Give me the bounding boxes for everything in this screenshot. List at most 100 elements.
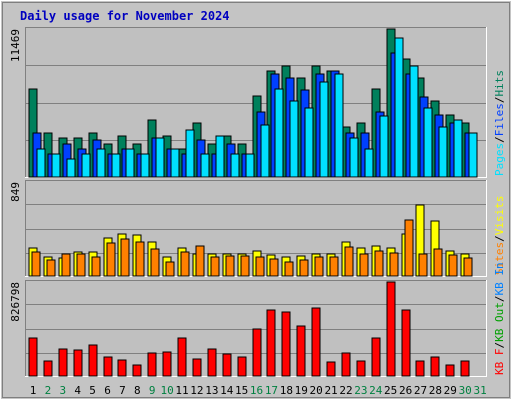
chart-panels: 11469Pages/Files/Hits849Sites/Visits8267… [9,27,506,377]
day-label-16: 16 [250,384,263,397]
bar-pages-day-10 [170,148,180,178]
bar-sites-day-14 [225,255,235,277]
day-label-29: 29 [444,384,457,397]
day-label-26: 26 [399,384,412,397]
bar-pages-day-18 [289,100,299,178]
y-axis-top-label: 826798 [9,282,22,322]
bar-sites-day-28 [433,248,443,277]
day-label-8: 8 [134,384,141,397]
legend: KB F/KB Out/KB In [493,262,506,375]
day-label-23: 23 [354,384,367,397]
legend-separator: / [493,235,506,242]
legend: Sites/Visits [493,196,506,276]
bar-pages-day-12 [200,153,210,178]
bar-pages-day-8 [140,153,150,178]
day-label-25: 25 [384,384,397,397]
bar-sites-day-23 [359,253,369,277]
bar-sites-day-24 [374,250,384,277]
bar-kb-f-day-27 [415,360,425,377]
bar-kb-f-day-1 [28,337,38,377]
bar-kb-f-day-8 [132,364,142,377]
bar-kb-f-day-11 [177,337,187,377]
bar-sites-day-17 [269,258,279,277]
day-label-30: 30 [459,384,472,397]
bar-sites-day-18 [284,261,294,277]
bar-kb-f-day-5 [88,344,98,377]
panel-visitors: 849 Sites/Visits [9,180,506,277]
y-axis-top-label: 849 [9,182,22,202]
bar-sites-day-26 [404,219,414,277]
bar-sites-day-16 [255,256,265,277]
day-axis-labels: 1 2 3 4 5 6 7 8 9 10 11 12 13 14 15 16 17 18 19 20 21 22 23 24 2… [30,384,487,397]
bar-sites-day-27 [418,253,428,277]
day-label-2: 2 [45,384,52,397]
bar-sites-day-8 [135,241,145,277]
bar-pages-day-22 [349,137,359,178]
bar-kb-f-day-22 [341,352,351,377]
day-label-7: 7 [119,384,126,397]
bar-pages-day-16 [260,124,270,178]
bar-pages-day-17 [274,88,284,178]
bar-pages-day-30 [468,132,478,178]
bar-kb-f-day-6 [103,356,113,377]
bar-sites-day-22 [344,246,354,277]
bar-pages-day-26 [409,65,419,178]
bar-pages-day-27 [423,107,433,178]
bar-sites-day-25 [389,252,399,277]
bar-pages-day-15 [245,153,255,178]
bar-kb-f-day-25 [386,281,396,377]
bar-kb-f-day-23 [356,360,366,377]
day-label-24: 24 [369,384,383,397]
bar-kb-f-day-3 [58,348,68,377]
bar-kb-f-day-14 [222,353,232,377]
day-label-18: 18 [280,384,293,397]
bar-pages-day-11 [185,129,195,178]
bar-kb-f-day-15 [237,356,247,377]
bar-sites-day-3 [61,253,71,277]
legend-item: Files [493,103,506,136]
day-label-22: 22 [339,384,352,397]
day-label-11: 11 [175,384,188,397]
bar-pages-day-13 [215,135,225,178]
bar-kb-f-day-29 [445,364,455,377]
legend-item: Visits [493,196,506,236]
bar-pages-day-29 [453,119,463,178]
day-label-17: 17 [265,384,278,397]
day-label-5: 5 [89,384,96,397]
bar-kb-f-day-17 [266,309,276,377]
day-label-6: 6 [104,384,111,397]
legend-separator: / [493,97,506,104]
y-axis-top-label: 11469 [9,29,22,62]
legend-item: Hits [493,70,506,97]
bar-pages-day-25 [394,37,404,178]
bar-pages-day-14 [230,153,240,178]
bar-kb-f-day-24 [371,337,381,377]
day-label-12: 12 [190,384,203,397]
legend-item: Sites [493,242,506,275]
day-label-27: 27 [414,384,427,397]
frame-shadow [2,2,510,398]
bar-sites-day-13 [210,256,220,277]
bar-kb-f-day-13 [207,348,217,377]
bar-kb-f-day-19 [296,325,306,377]
day-label-21: 21 [324,384,337,397]
bar-sites-day-4 [76,253,86,277]
bar-kb-f-day-18 [281,311,291,377]
bar-pages-day-9 [155,137,165,178]
bar-sites-day-21 [329,256,339,277]
bar-kb-f-day-7 [117,359,127,377]
bar-kb-f-day-28 [430,356,440,377]
bar-sites-day-1 [31,251,41,277]
bar-kb-f-day-21 [326,361,336,377]
day-label-19: 19 [295,384,308,397]
bar-sites-day-7 [120,238,130,277]
legend-separator: / [493,296,506,303]
legend-item: Pages [493,143,506,176]
bar-pages-day-7 [125,148,135,178]
bar-kb-f-day-12 [192,358,202,377]
bar-sites-day-2 [46,259,56,277]
chart-title: Daily usage for November 2024 [20,9,230,23]
